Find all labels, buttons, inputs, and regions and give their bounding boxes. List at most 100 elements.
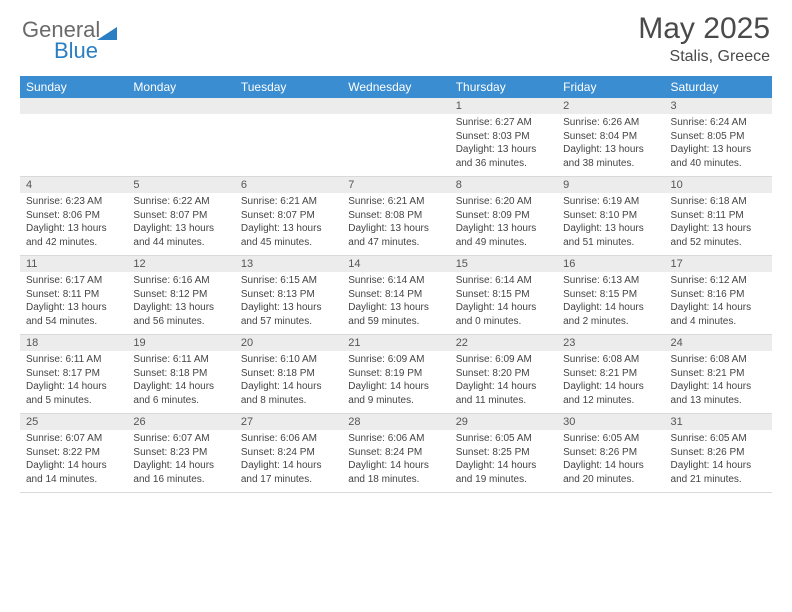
calendar-cell: 31Sunrise: 6:05 AMSunset: 8:26 PMDayligh… — [665, 414, 772, 493]
day-number: 10 — [665, 177, 772, 193]
day-content: Sunrise: 6:08 AMSunset: 8:21 PMDaylight:… — [557, 351, 664, 413]
day-number: 11 — [20, 256, 127, 272]
day-number: 28 — [342, 414, 449, 430]
day-header: Wednesday — [342, 76, 449, 98]
calendar-cell — [20, 98, 127, 177]
day-number: 16 — [557, 256, 664, 272]
day-content: Sunrise: 6:22 AMSunset: 8:07 PMDaylight:… — [127, 193, 234, 255]
title-block: May 2025 Stalis, Greece — [638, 12, 770, 66]
day-number: 1 — [450, 98, 557, 114]
calendar-cell: 5Sunrise: 6:22 AMSunset: 8:07 PMDaylight… — [127, 177, 234, 256]
day-content: Sunrise: 6:14 AMSunset: 8:15 PMDaylight:… — [450, 272, 557, 334]
day-number: 15 — [450, 256, 557, 272]
day-header: Friday — [557, 76, 664, 98]
day-content: Sunrise: 6:06 AMSunset: 8:24 PMDaylight:… — [342, 430, 449, 492]
calendar-cell: 12Sunrise: 6:16 AMSunset: 8:12 PMDayligh… — [127, 256, 234, 335]
day-content: Sunrise: 6:26 AMSunset: 8:04 PMDaylight:… — [557, 114, 664, 176]
day-header: Sunday — [20, 76, 127, 98]
day-header: Tuesday — [235, 76, 342, 98]
day-number: 20 — [235, 335, 342, 351]
day-number: 4 — [20, 177, 127, 193]
header: GeneralBlue May 2025 Stalis, Greece — [0, 0, 792, 70]
day-content: Sunrise: 6:08 AMSunset: 8:21 PMDaylight:… — [665, 351, 772, 413]
day-number: 25 — [20, 414, 127, 430]
calendar-week-row: 25Sunrise: 6:07 AMSunset: 8:22 PMDayligh… — [20, 414, 772, 493]
calendar-cell: 18Sunrise: 6:11 AMSunset: 8:17 PMDayligh… — [20, 335, 127, 414]
day-content: Sunrise: 6:16 AMSunset: 8:12 PMDaylight:… — [127, 272, 234, 334]
calendar-cell: 1Sunrise: 6:27 AMSunset: 8:03 PMDaylight… — [450, 98, 557, 177]
calendar-cell: 26Sunrise: 6:07 AMSunset: 8:23 PMDayligh… — [127, 414, 234, 493]
calendar-week-row: 1Sunrise: 6:27 AMSunset: 8:03 PMDaylight… — [20, 98, 772, 177]
calendar-cell: 22Sunrise: 6:09 AMSunset: 8:20 PMDayligh… — [450, 335, 557, 414]
day-number: 31 — [665, 414, 772, 430]
calendar-cell — [235, 98, 342, 177]
day-content: Sunrise: 6:19 AMSunset: 8:10 PMDaylight:… — [557, 193, 664, 255]
day-number: 19 — [127, 335, 234, 351]
logo: GeneralBlue — [22, 12, 117, 62]
month-title: May 2025 — [638, 12, 770, 46]
calendar-cell: 24Sunrise: 6:08 AMSunset: 8:21 PMDayligh… — [665, 335, 772, 414]
day-content: Sunrise: 6:09 AMSunset: 8:20 PMDaylight:… — [450, 351, 557, 413]
day-content: Sunrise: 6:18 AMSunset: 8:11 PMDaylight:… — [665, 193, 772, 255]
calendar-cell: 3Sunrise: 6:24 AMSunset: 8:05 PMDaylight… — [665, 98, 772, 177]
calendar-cell: 16Sunrise: 6:13 AMSunset: 8:15 PMDayligh… — [557, 256, 664, 335]
calendar-cell: 28Sunrise: 6:06 AMSunset: 8:24 PMDayligh… — [342, 414, 449, 493]
day-number: 3 — [665, 98, 772, 114]
day-number: 12 — [127, 256, 234, 272]
day-content: Sunrise: 6:14 AMSunset: 8:14 PMDaylight:… — [342, 272, 449, 334]
day-number: 29 — [450, 414, 557, 430]
calendar-cell: 11Sunrise: 6:17 AMSunset: 8:11 PMDayligh… — [20, 256, 127, 335]
day-content: Sunrise: 6:05 AMSunset: 8:26 PMDaylight:… — [557, 430, 664, 492]
day-header: Monday — [127, 76, 234, 98]
calendar-body: 1Sunrise: 6:27 AMSunset: 8:03 PMDaylight… — [20, 98, 772, 493]
day-number: 2 — [557, 98, 664, 114]
calendar-cell: 4Sunrise: 6:23 AMSunset: 8:06 PMDaylight… — [20, 177, 127, 256]
calendar-cell: 7Sunrise: 6:21 AMSunset: 8:08 PMDaylight… — [342, 177, 449, 256]
day-number: 21 — [342, 335, 449, 351]
day-content: Sunrise: 6:13 AMSunset: 8:15 PMDaylight:… — [557, 272, 664, 334]
calendar-cell: 10Sunrise: 6:18 AMSunset: 8:11 PMDayligh… — [665, 177, 772, 256]
day-number: 24 — [665, 335, 772, 351]
day-number: 13 — [235, 256, 342, 272]
day-content — [235, 114, 342, 174]
day-header: Thursday — [450, 76, 557, 98]
calendar-cell: 6Sunrise: 6:21 AMSunset: 8:07 PMDaylight… — [235, 177, 342, 256]
calendar-cell: 23Sunrise: 6:08 AMSunset: 8:21 PMDayligh… — [557, 335, 664, 414]
calendar-week-row: 18Sunrise: 6:11 AMSunset: 8:17 PMDayligh… — [20, 335, 772, 414]
calendar-cell: 13Sunrise: 6:15 AMSunset: 8:13 PMDayligh… — [235, 256, 342, 335]
day-content: Sunrise: 6:17 AMSunset: 8:11 PMDaylight:… — [20, 272, 127, 334]
day-content: Sunrise: 6:07 AMSunset: 8:22 PMDaylight:… — [20, 430, 127, 492]
logo-text-blue: Blue — [22, 41, 117, 62]
calendar-cell: 9Sunrise: 6:19 AMSunset: 8:10 PMDaylight… — [557, 177, 664, 256]
day-content: Sunrise: 6:09 AMSunset: 8:19 PMDaylight:… — [342, 351, 449, 413]
location: Stalis, Greece — [638, 48, 770, 66]
calendar-cell: 27Sunrise: 6:06 AMSunset: 8:24 PMDayligh… — [235, 414, 342, 493]
calendar-cell: 17Sunrise: 6:12 AMSunset: 8:16 PMDayligh… — [665, 256, 772, 335]
calendar-week-row: 11Sunrise: 6:17 AMSunset: 8:11 PMDayligh… — [20, 256, 772, 335]
day-number: 8 — [450, 177, 557, 193]
calendar-cell — [342, 98, 449, 177]
calendar-week-row: 4Sunrise: 6:23 AMSunset: 8:06 PMDaylight… — [20, 177, 772, 256]
day-number: 14 — [342, 256, 449, 272]
calendar-cell: 14Sunrise: 6:14 AMSunset: 8:14 PMDayligh… — [342, 256, 449, 335]
calendar-cell: 8Sunrise: 6:20 AMSunset: 8:09 PMDaylight… — [450, 177, 557, 256]
day-content: Sunrise: 6:10 AMSunset: 8:18 PMDaylight:… — [235, 351, 342, 413]
day-content: Sunrise: 6:21 AMSunset: 8:08 PMDaylight:… — [342, 193, 449, 255]
day-number: 5 — [127, 177, 234, 193]
day-content — [20, 114, 127, 174]
day-content: Sunrise: 6:15 AMSunset: 8:13 PMDaylight:… — [235, 272, 342, 334]
calendar-cell: 19Sunrise: 6:11 AMSunset: 8:18 PMDayligh… — [127, 335, 234, 414]
day-number: 18 — [20, 335, 127, 351]
day-content: Sunrise: 6:21 AMSunset: 8:07 PMDaylight:… — [235, 193, 342, 255]
day-number: 22 — [450, 335, 557, 351]
calendar-cell — [127, 98, 234, 177]
calendar-cell: 20Sunrise: 6:10 AMSunset: 8:18 PMDayligh… — [235, 335, 342, 414]
day-content: Sunrise: 6:06 AMSunset: 8:24 PMDaylight:… — [235, 430, 342, 492]
day-number: 6 — [235, 177, 342, 193]
day-content: Sunrise: 6:20 AMSunset: 8:09 PMDaylight:… — [450, 193, 557, 255]
day-content: Sunrise: 6:07 AMSunset: 8:23 PMDaylight:… — [127, 430, 234, 492]
day-number — [342, 98, 449, 114]
calendar-cell: 15Sunrise: 6:14 AMSunset: 8:15 PMDayligh… — [450, 256, 557, 335]
day-content — [342, 114, 449, 174]
calendar-cell: 2Sunrise: 6:26 AMSunset: 8:04 PMDaylight… — [557, 98, 664, 177]
